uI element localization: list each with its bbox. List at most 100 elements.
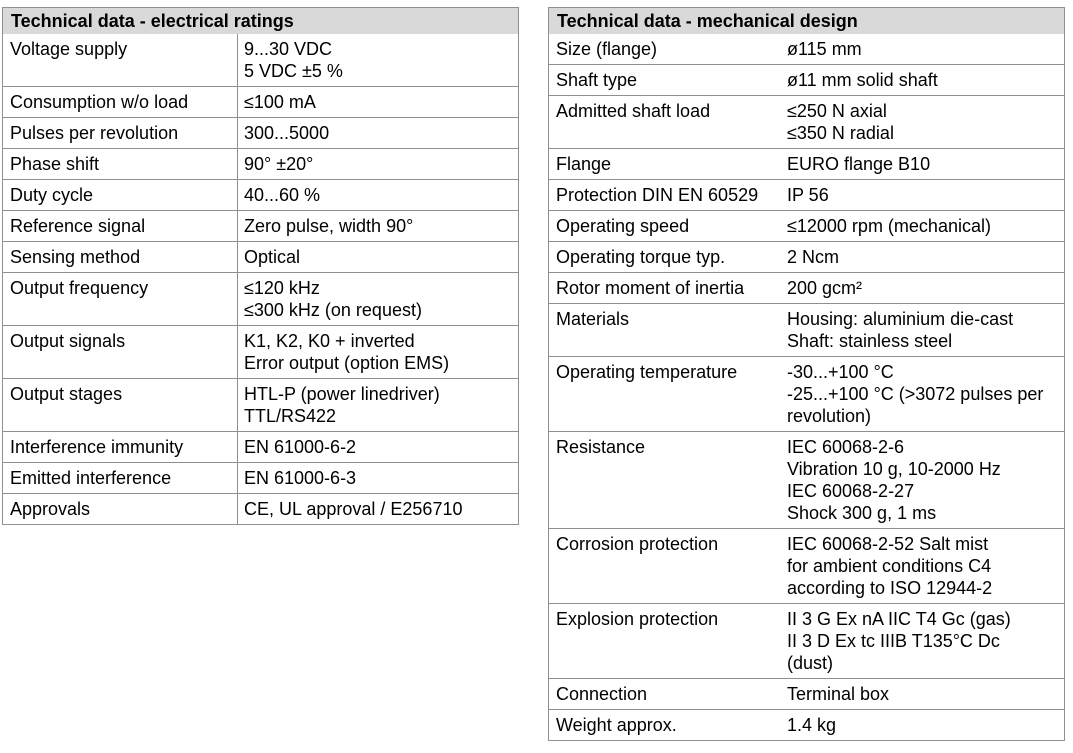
table-row: Output signals K1, K2, K0 + inverted Error… — [3, 325, 518, 378]
value-line: -25...+100 °C (>3072 pulses per revoluti… — [787, 384, 1044, 426]
table-row: Explosion protection II 3 G Ex nA IIC T4 … — [549, 603, 1064, 678]
electrical-ratings-table-body: Voltage supply 9...30 VDC 5 VDC ±5 % Consum… — [3, 34, 518, 524]
value-line: 200 gcm² — [787, 278, 863, 298]
value-line: ø115 mm — [787, 39, 862, 59]
table-row: Output frequency ≤120 kHz ≤300 kHz (on req… — [3, 272, 518, 325]
row-label: Explosion protection — [556, 609, 719, 629]
value-line: EN 61000-6-3 — [244, 468, 357, 488]
row-label: Interference immunity — [10, 437, 184, 457]
row-value: 9...30 VDC 5 VDC ±5 % — [237, 34, 518, 86]
table-row: Interference immunity EN 61000-6-2 — [3, 431, 518, 462]
table-row: Pulses per revolution 300...5000 — [3, 117, 518, 148]
row-value: ≤120 kHz ≤300 kHz (on request) — [237, 273, 518, 325]
value-line: IEC 60068-2-27 — [787, 481, 915, 501]
value-line: TTL/RS422 — [244, 406, 337, 426]
mechanical-design-table-body: Size (flange) ø115 mm Shaft type ø11 mm sol… — [549, 34, 1064, 740]
value-line: -30...+100 °C — [787, 362, 894, 382]
row-value: ≤100 mA — [237, 87, 518, 117]
value-line: for ambient conditions C4 — [787, 556, 992, 576]
row-value: 1.4 kg — [781, 710, 1064, 740]
table-row: Operating torque typ. 2 Ncm — [549, 241, 1064, 272]
row-value: Zero pulse, width 90° — [237, 211, 518, 241]
value-line: according to ISO 12944-2 — [787, 578, 993, 598]
value-line: 2 Ncm — [787, 247, 840, 267]
row-value: IEC 60068-2-52 Salt mist for ambient cond… — [781, 529, 1064, 603]
value-line: II 3 D Ex tc IIIB T135°C Dc — [787, 631, 1000, 651]
value-line: 300...5000 — [244, 123, 330, 143]
value-line: ≤120 kHz — [244, 278, 320, 298]
value-line: EN 61000-6-2 — [244, 437, 357, 457]
row-value: K1, K2, K0 + inverted Error output (optio… — [237, 326, 518, 378]
row-value: 200 gcm² — [781, 273, 1064, 303]
row-label: Corrosion protection — [556, 534, 719, 554]
value-line: Error output (option EMS) — [244, 353, 450, 373]
row-label: Admitted shaft load — [556, 101, 711, 121]
table-row: Phase shift 90° ±20° — [3, 148, 518, 179]
table-row: Operating temperature -30...+100 °C -25...… — [549, 356, 1064, 431]
row-value: ≤12000 rpm (mechanical) — [781, 211, 1064, 241]
value-line: (dust) — [787, 653, 834, 673]
value-line: 1.4 kg — [787, 715, 837, 735]
row-label: Resistance — [556, 437, 646, 457]
row-value: Housing: aluminium die-cast Shaft: stainl… — [781, 304, 1064, 356]
value-line: Zero pulse, width 90° — [244, 216, 414, 236]
value-line: Housing: aluminium die-cast — [787, 309, 1014, 329]
value-line: K1, K2, K0 + inverted — [244, 331, 415, 351]
value-line: 9...30 VDC — [244, 39, 333, 59]
row-value: Optical — [237, 242, 518, 272]
table-row: Shaft type ø11 mm solid shaft — [549, 64, 1064, 95]
value-line: ≤250 N axial — [787, 101, 887, 121]
row-value: II 3 G Ex nA IIC T4 Gc (gas) II 3 D Ex tc… — [781, 604, 1064, 678]
row-label: Output frequency — [10, 278, 149, 298]
table-row: Protection DIN EN 60529 IP 56 — [549, 179, 1064, 210]
table-row: Approvals CE, UL approval / E256710 — [3, 493, 518, 524]
row-label: Operating temperature — [556, 362, 738, 382]
row-value: -30...+100 °C -25...+100 °C (>3072 pulses… — [781, 357, 1064, 431]
table-row: Operating speed ≤12000 rpm (mechanical) — [549, 210, 1064, 241]
value-line: ≤12000 rpm (mechanical) — [787, 216, 991, 236]
mechanical-design-table: Technical data - mechanical design Size … — [548, 7, 1065, 741]
value-line: IEC 60068-2-52 Salt mist — [787, 534, 989, 554]
row-value: 2 Ncm — [781, 242, 1064, 272]
row-value: EURO flange B10 — [781, 149, 1064, 179]
value-line: HTL-P (power linedriver) — [244, 384, 440, 404]
row-label: Phase shift — [10, 154, 100, 174]
row-label: Voltage supply — [10, 39, 128, 59]
row-label: Operating torque typ. — [556, 247, 726, 267]
row-value: EN 61000-6-3 — [237, 463, 518, 493]
table-row: Consumption w/o load ≤100 mA — [3, 86, 518, 117]
value-line: ø11 mm solid shaft — [787, 70, 938, 90]
row-label: Reference signal — [10, 216, 146, 236]
row-label: Output signals — [10, 331, 126, 351]
row-label: Weight approx. — [556, 715, 677, 735]
row-label: Sensing method — [10, 247, 141, 267]
table-row: Connection Terminal box — [549, 678, 1064, 709]
value-line: Vibration 10 g, 10-2000 Hz — [787, 459, 1001, 479]
value-line: ≤300 kHz (on request) — [244, 300, 422, 320]
value-line: EURO flange B10 — [787, 154, 931, 174]
row-label: Operating speed — [556, 216, 690, 236]
row-value: IEC 60068-2-6 Vibration 10 g, 10-2000 Hz I… — [781, 432, 1064, 528]
row-label: Approvals — [10, 499, 91, 519]
row-label: Connection — [556, 684, 648, 704]
table-row: Duty cycle 40...60 % — [3, 179, 518, 210]
row-label: Materials — [556, 309, 630, 329]
row-label: Shaft type — [556, 70, 638, 90]
row-value: ø11 mm solid shaft — [781, 65, 1064, 95]
table-row: Reference signal Zero pulse, width 90° — [3, 210, 518, 241]
table-row: Resistance IEC 60068-2-6 Vibration 10 g, 1… — [549, 431, 1064, 528]
table-row: Rotor moment of inertia 200 gcm² — [549, 272, 1064, 303]
table-row: Flange EURO flange B10 — [549, 148, 1064, 179]
row-label: Consumption w/o load — [10, 92, 189, 112]
table-row: Corrosion protection IEC 60068-2-52 Salt … — [549, 528, 1064, 603]
row-label: Output stages — [10, 384, 123, 404]
row-label: Rotor moment of inertia — [556, 278, 745, 298]
row-label: Pulses per revolution — [10, 123, 179, 143]
row-label: Flange — [556, 154, 612, 174]
table-row: Weight approx. 1.4 kg — [549, 709, 1064, 740]
table-row: Voltage supply 9...30 VDC 5 VDC ±5 % — [3, 34, 518, 86]
value-line: IEC 60068-2-6 — [787, 437, 905, 457]
value-line: CE, UL approval / E256710 — [244, 499, 463, 519]
row-value: IP 56 — [781, 180, 1064, 210]
